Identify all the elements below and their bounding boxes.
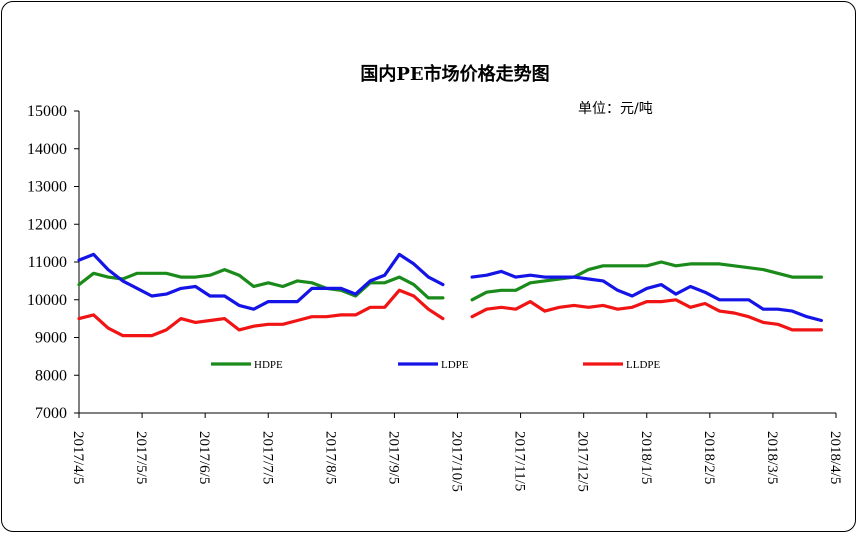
x-tick-label: 2018/3/5	[764, 431, 780, 484]
x-tick-label: 2017/11/5	[512, 431, 528, 491]
legend-label: HDPE	[254, 359, 283, 371]
y-tick-label: 15000	[27, 103, 67, 120]
legend-item-hdpe: HDPE	[211, 359, 283, 371]
series-line-hdpe	[470, 260, 823, 302]
series-lldpe	[77, 288, 823, 338]
y-tick-label: 12000	[27, 216, 67, 233]
series-line-ldpe	[77, 252, 445, 311]
y-tick-label: 9000	[35, 330, 67, 347]
x-tick-label: 2017/7/5	[259, 431, 275, 484]
series-ldpe	[77, 252, 823, 323]
y-axis-ticks: 7000 8000 9000 10000 11000 12000 13000 14000 150…	[27, 103, 79, 422]
x-tick-label: 2017/10/5	[449, 431, 465, 492]
chart-title: 国内PE市场价格走势图	[360, 63, 549, 85]
y-tick-label: 8000	[35, 367, 67, 384]
x-tick-label: 2017/5/5	[133, 431, 149, 484]
x-tick-label: 2017/4/5	[70, 431, 86, 484]
series-line-ldpe	[470, 269, 823, 323]
x-tick-label: 2018/4/5	[827, 431, 843, 484]
x-tick-label: 2017/12/5	[575, 431, 591, 492]
legend: HDPE LDPE LLDPE	[211, 359, 661, 371]
x-tick-label: 2017/8/5	[322, 431, 338, 484]
y-tick-label: 11000	[28, 254, 67, 271]
unit-label: 单位：元/吨	[578, 101, 653, 117]
series-hdpe	[77, 260, 823, 302]
x-tick-label: 2018/1/5	[638, 431, 654, 484]
y-tick-label: 13000	[27, 179, 67, 196]
series-line-lldpe	[77, 288, 445, 338]
series-line-lldpe	[470, 298, 823, 332]
y-tick-label: 10000	[27, 292, 67, 309]
x-tick-label: 2017/9/5	[385, 431, 401, 484]
y-tick-label: 7000	[35, 405, 67, 422]
legend-item-ldpe: LDPE	[398, 359, 469, 371]
series-line-hdpe	[77, 268, 445, 300]
legend-label: LDPE	[441, 359, 469, 371]
x-tick-label: 2017/6/5	[196, 431, 212, 484]
y-tick-label: 14000	[27, 141, 67, 158]
series-lines	[77, 252, 823, 338]
legend-label: LLDPE	[626, 359, 661, 371]
legend-item-lldpe: LLDPE	[583, 359, 661, 371]
x-tick-label: 2018/2/5	[701, 431, 717, 484]
x-axis-ticks: 2017/4/5 2017/5/5 2017/6/5 2017/7/5 2017/8/5…	[70, 413, 843, 492]
